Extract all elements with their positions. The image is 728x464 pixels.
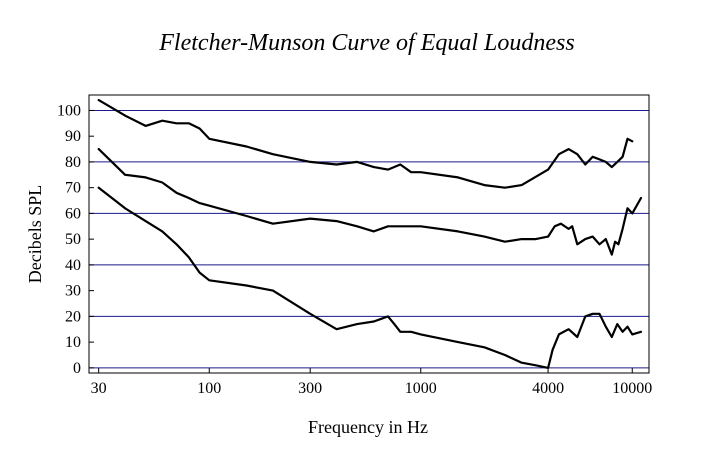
y-tick-label: 80	[65, 154, 81, 171]
y-tick-label: 40	[65, 257, 81, 274]
plot-frame	[88, 94, 650, 374]
x-axis-label: Frequency in Hz	[308, 417, 428, 437]
y-tick-label: 60	[65, 205, 81, 222]
x-tick-label: 30	[91, 380, 107, 397]
y-tick-label: 20	[65, 308, 81, 325]
y-tick-label: 100	[57, 102, 81, 119]
x-tick-label: 4000	[532, 380, 564, 397]
loudness-curve-2	[97, 148, 643, 256]
y-tick-label: 10	[65, 334, 81, 351]
y-tick-label: 0	[73, 360, 81, 377]
x-tick-label: 10000	[612, 380, 652, 397]
loudness-curve-3	[97, 186, 643, 369]
loudness-curve-1	[97, 98, 634, 189]
y-tick-label: 30	[65, 283, 81, 300]
y-axis-label: Decibels SPL	[25, 185, 45, 284]
x-tick-label: 300	[298, 380, 322, 397]
y-tick-label: 90	[65, 128, 81, 145]
grid-lines	[89, 109, 649, 369]
x-axis: 30 100 300 1000 4000 10000	[91, 368, 652, 397]
x-tick-label: 100	[197, 380, 221, 397]
y-tick-label: 70	[65, 180, 81, 197]
y-tick-label: 50	[65, 231, 81, 248]
x-tick-label: 1000	[405, 380, 437, 397]
curves	[97, 98, 643, 369]
chart-title: Fletcher-Munson Curve of Equal Loudness	[158, 30, 574, 56]
y-axis: 0 10 20 30 40 50 60 70 80 90 100	[57, 102, 94, 377]
